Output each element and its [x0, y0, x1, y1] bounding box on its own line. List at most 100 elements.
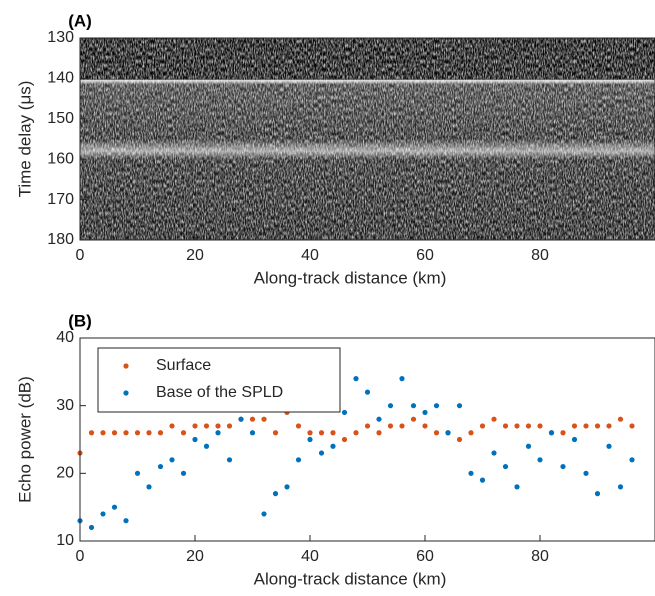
x-tick-label: 40 — [301, 247, 319, 264]
data-point — [387, 403, 394, 409]
data-point — [571, 436, 578, 443]
data-point — [617, 416, 624, 422]
data-point — [192, 423, 198, 429]
data-point — [387, 423, 394, 429]
data-point — [123, 430, 129, 436]
data-point — [571, 423, 578, 429]
y-tick-label: 180 — [47, 231, 74, 248]
axes-box — [79, 337, 655, 542]
data-point — [226, 423, 233, 429]
data-point — [295, 423, 302, 429]
x-tick-label: 60 — [416, 247, 434, 264]
data-point — [399, 376, 405, 382]
data-point — [629, 423, 635, 429]
data-point — [111, 504, 118, 510]
x-axis-label: Along-track distance (km) — [254, 268, 447, 287]
data-point — [502, 463, 509, 470]
data-point — [157, 463, 164, 470]
data-point — [192, 436, 198, 443]
data-point — [353, 430, 359, 436]
data-point — [284, 484, 290, 490]
y-tick-label: 20 — [56, 465, 74, 482]
x-tick-label: 80 — [531, 247, 549, 264]
data-point — [215, 423, 221, 429]
y-tick-label: 40 — [56, 329, 74, 346]
data-point — [272, 491, 279, 497]
y-tick-label: 140 — [47, 70, 74, 87]
axes-box — [79, 37, 655, 241]
y-tick-label: 130 — [47, 29, 74, 46]
x-tick-label: 0 — [76, 548, 85, 565]
data-point — [433, 403, 440, 409]
y-axis-label: Time delay (μs) — [15, 81, 34, 198]
data-point — [594, 423, 601, 429]
data-point — [479, 477, 486, 483]
panel-title: (B) — [68, 311, 92, 330]
data-point — [249, 430, 256, 436]
data-point — [318, 450, 325, 456]
x-tick-label: 20 — [186, 548, 204, 565]
data-point — [353, 376, 359, 382]
data-point — [261, 416, 267, 422]
data-point — [502, 423, 509, 429]
x-tick-label: 40 — [301, 548, 319, 565]
y-tick-label: 150 — [47, 110, 74, 127]
x-tick-label: 60 — [416, 548, 434, 565]
data-point — [330, 443, 336, 449]
y-tick-label: 160 — [47, 150, 74, 167]
data-point — [88, 524, 95, 531]
data-point — [249, 416, 256, 422]
data-point — [169, 457, 175, 463]
y-tick-label: 170 — [47, 191, 74, 208]
x-tick-label: 80 — [531, 548, 549, 565]
data-point — [307, 436, 313, 443]
data-point — [157, 430, 164, 436]
radargram — [80, 38, 655, 240]
data-point — [525, 423, 532, 429]
data-point — [146, 484, 152, 490]
data-point — [594, 491, 601, 497]
data-point — [134, 470, 141, 476]
data-point — [560, 463, 566, 470]
data-point — [364, 423, 371, 429]
data-point — [376, 416, 382, 422]
x-tick-label: 20 — [186, 247, 204, 264]
data-point — [456, 436, 463, 443]
data-point — [169, 423, 175, 429]
data-point — [433, 430, 440, 436]
data-point — [111, 430, 118, 436]
data-point — [583, 470, 589, 476]
legend: Surface Base of the SPLD — [97, 347, 341, 413]
data-point — [146, 430, 152, 436]
data-point — [468, 430, 474, 436]
data-point — [514, 484, 520, 490]
data-point — [307, 430, 313, 436]
y-axis-label: Echo power (dB) — [15, 376, 34, 503]
data-point — [203, 443, 210, 449]
y-tick-label: 10 — [56, 532, 74, 549]
y-tick-label: 30 — [56, 397, 74, 414]
data-point — [226, 457, 233, 463]
data-point — [134, 430, 141, 436]
data-point — [410, 403, 417, 409]
data-point — [629, 457, 635, 463]
data-point — [330, 430, 336, 436]
data-point — [410, 416, 417, 422]
data-point — [100, 430, 106, 436]
data-point — [537, 423, 543, 429]
legend-label: Surface — [156, 357, 211, 374]
data-point — [456, 403, 463, 409]
data-point — [376, 430, 382, 436]
data-point — [422, 423, 428, 429]
data-point — [180, 430, 187, 436]
data-point — [341, 436, 348, 443]
legend-label: Base of the SPLD — [156, 384, 283, 401]
data-point — [525, 443, 532, 449]
data-point — [491, 450, 497, 456]
data-point — [491, 416, 497, 422]
data-point — [606, 423, 612, 429]
data-point — [272, 430, 279, 436]
data-point — [341, 409, 348, 416]
data-point — [100, 511, 106, 517]
data-point — [445, 430, 451, 436]
